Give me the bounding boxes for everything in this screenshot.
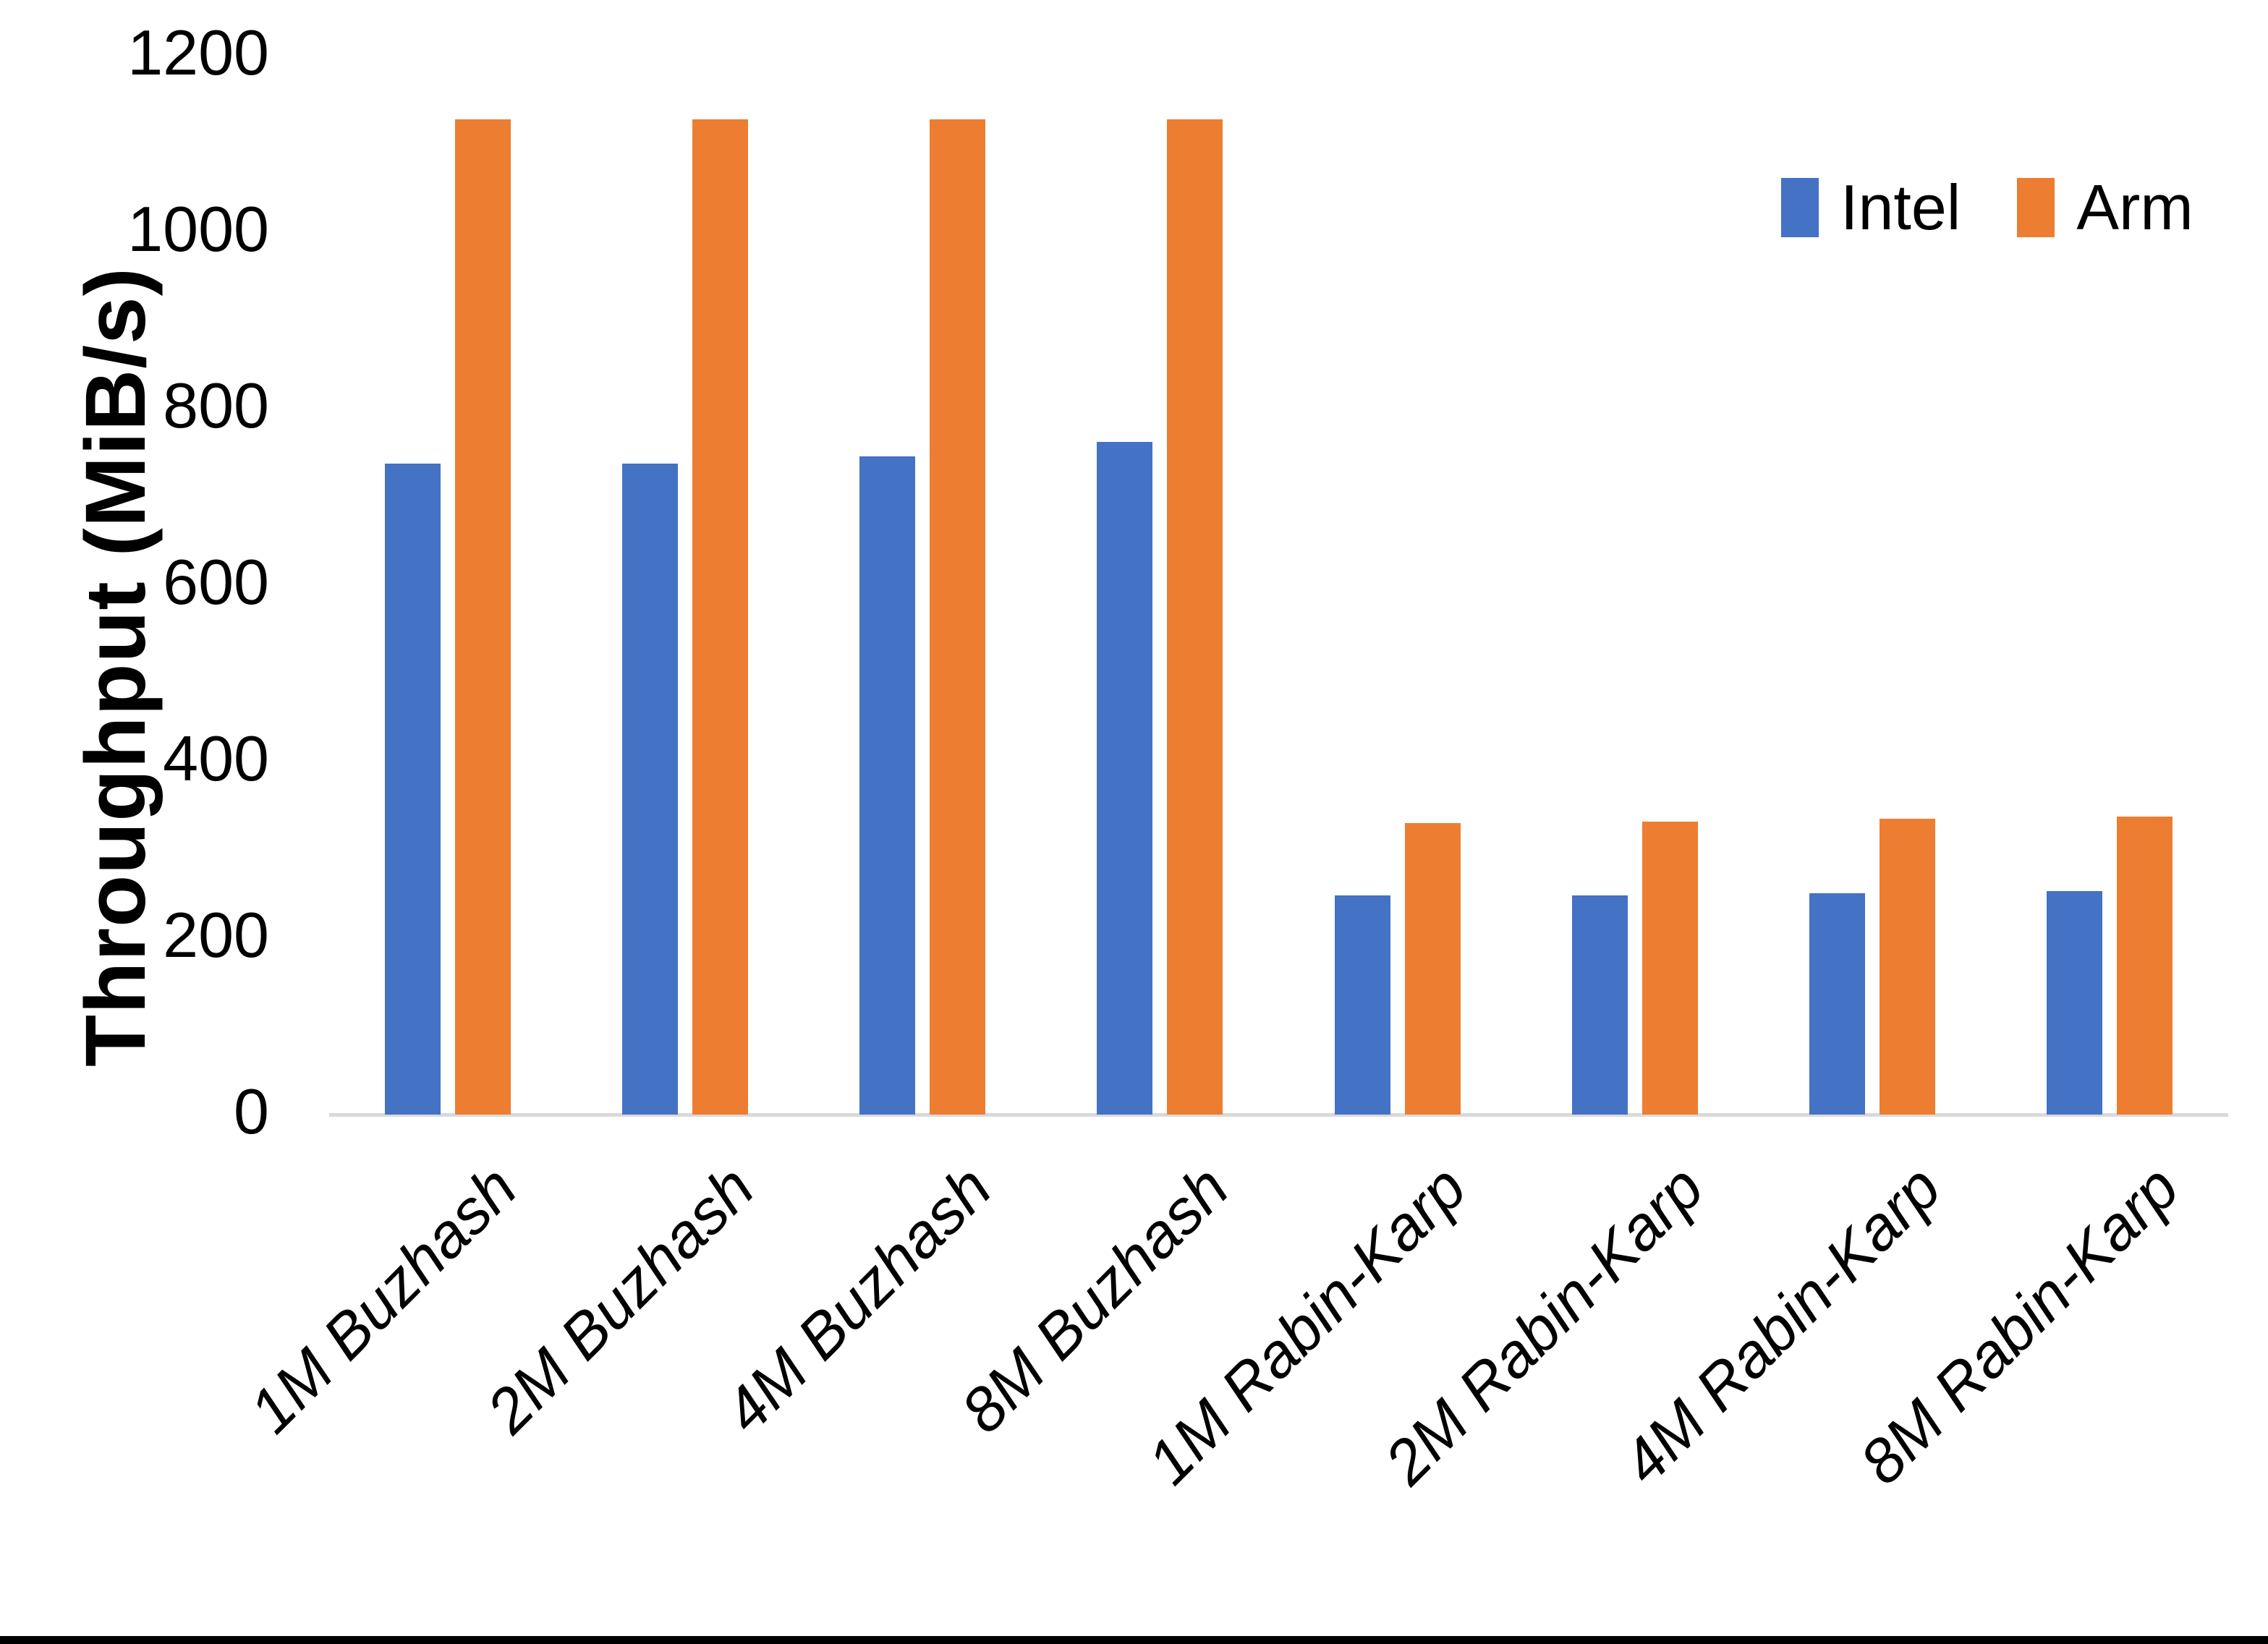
bar-intel-1m-buzhash	[385, 463, 441, 1115]
y-tick-label-0: 0	[234, 1075, 269, 1147]
bar-arm-8m-buzhash	[1167, 119, 1223, 1115]
page-bottom-border	[0, 1636, 2268, 1644]
bar-intel-1m-rabin-karp	[1334, 895, 1390, 1115]
legend-label-arm: Arm	[2076, 171, 2193, 243]
y-tick-label-200: 200	[163, 898, 269, 971]
bar-intel-8m-rabin-karp	[2046, 891, 2102, 1115]
y-tick-label-800: 800	[163, 369, 269, 441]
bar-arm-1m-buzhash	[455, 119, 511, 1115]
bar-arm-1m-rabin-karp	[1404, 823, 1461, 1115]
y-tick-label-400: 400	[163, 722, 269, 794]
bar-intel-4m-buzhash	[859, 456, 916, 1115]
y-tick-label-1000: 1000	[127, 192, 269, 265]
bar-intel-2m-buzhash	[622, 463, 679, 1115]
bar-arm-2m-rabin-karp	[1641, 821, 1698, 1115]
legend-marker-arm	[2017, 178, 2055, 237]
legend-item-arm: Arm	[2017, 171, 2193, 244]
bar-arm-4m-rabin-karp	[1879, 819, 1935, 1115]
y-tick-label-600: 600	[163, 545, 269, 618]
legend-label-intel: Intel	[1840, 171, 1961, 243]
bar-arm-8m-rabin-karp	[2116, 816, 2173, 1115]
bar-intel-2m-rabin-karp	[1571, 895, 1628, 1115]
x-axis-line	[329, 1113, 2228, 1117]
bar-intel-4m-rabin-karp	[1809, 893, 1865, 1115]
bar-arm-2m-buzhash	[692, 119, 749, 1115]
y-tick-label-1200: 1200	[127, 16, 269, 88]
legend: Intel Arm	[1781, 171, 2193, 244]
legend-item-intel: Intel	[1781, 171, 1961, 244]
bar-intel-8m-buzhash	[1097, 442, 1153, 1115]
bar-arm-4m-buzhash	[930, 119, 986, 1115]
legend-marker-intel	[1781, 178, 1819, 237]
